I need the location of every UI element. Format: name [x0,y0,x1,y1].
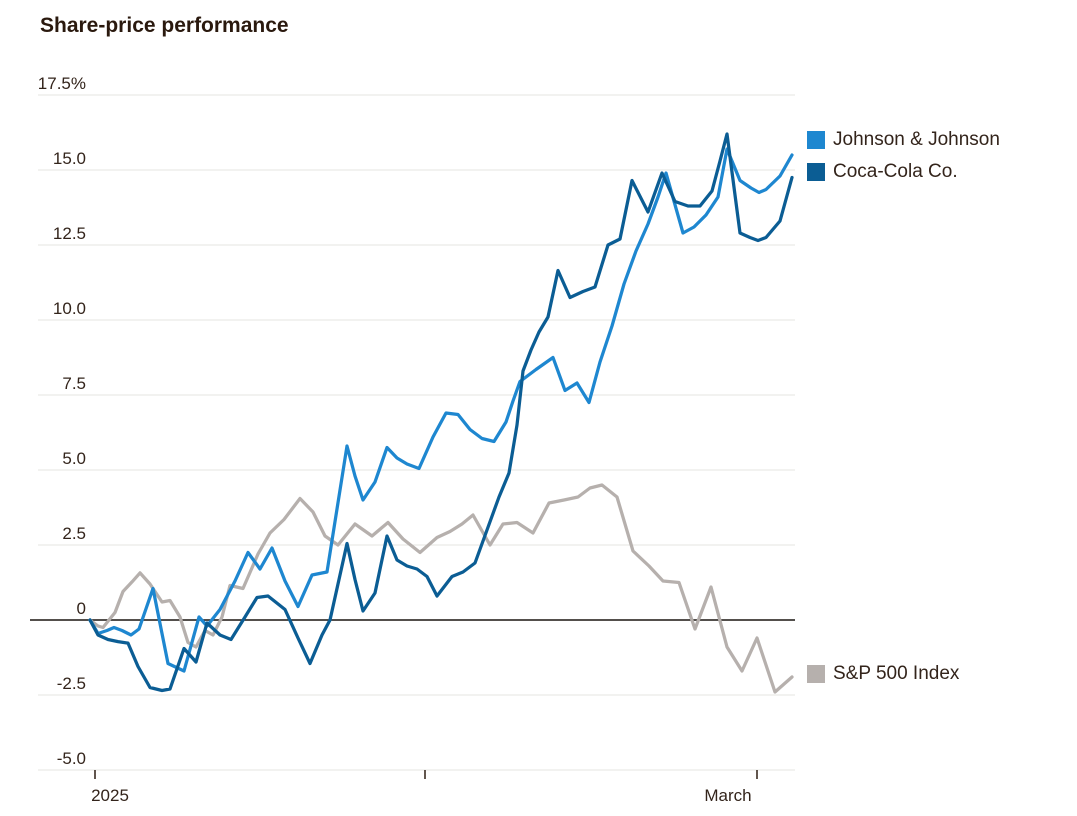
x-axis-label: March [704,786,752,805]
legend-item-johnson-and-johnson: Johnson & Johnson [807,129,1000,151]
legend-item-coca-cola: Coca-Cola Co. [807,161,958,183]
x-axis-label: 2025 [91,786,129,805]
series-line-ko [88,132,794,693]
y-axis-label: 0 [76,599,86,618]
y-axis-label: 15.0 [52,149,86,168]
y-axis-label: 17.5% [37,74,86,93]
legend-swatch-sp500-icon [807,665,825,683]
y-axis-label: -5.0 [56,749,86,768]
legend-swatch-ko-icon [807,163,825,181]
legend-swatch-jnj-icon [807,131,825,149]
series-line-jnj [88,147,794,673]
y-axis-label: 5.0 [62,449,86,468]
y-axis-label: 12.5 [52,224,86,243]
y-axis-label: 10.0 [52,299,86,318]
legend-label-jnj: Johnson & Johnson [833,129,1000,150]
legend-label-ko: Coca-Cola Co. [833,161,958,182]
chart-title: Share-price performance [40,14,289,37]
y-axis-label: 2.5 [62,524,86,543]
y-axis-label: 7.5 [62,374,86,393]
series-line-sp500 [88,483,794,694]
y-axis-label: -2.5 [56,674,86,693]
legend-item-sp500: S&P 500 Index [807,663,959,685]
legend-label-sp500: S&P 500 Index [833,663,960,684]
